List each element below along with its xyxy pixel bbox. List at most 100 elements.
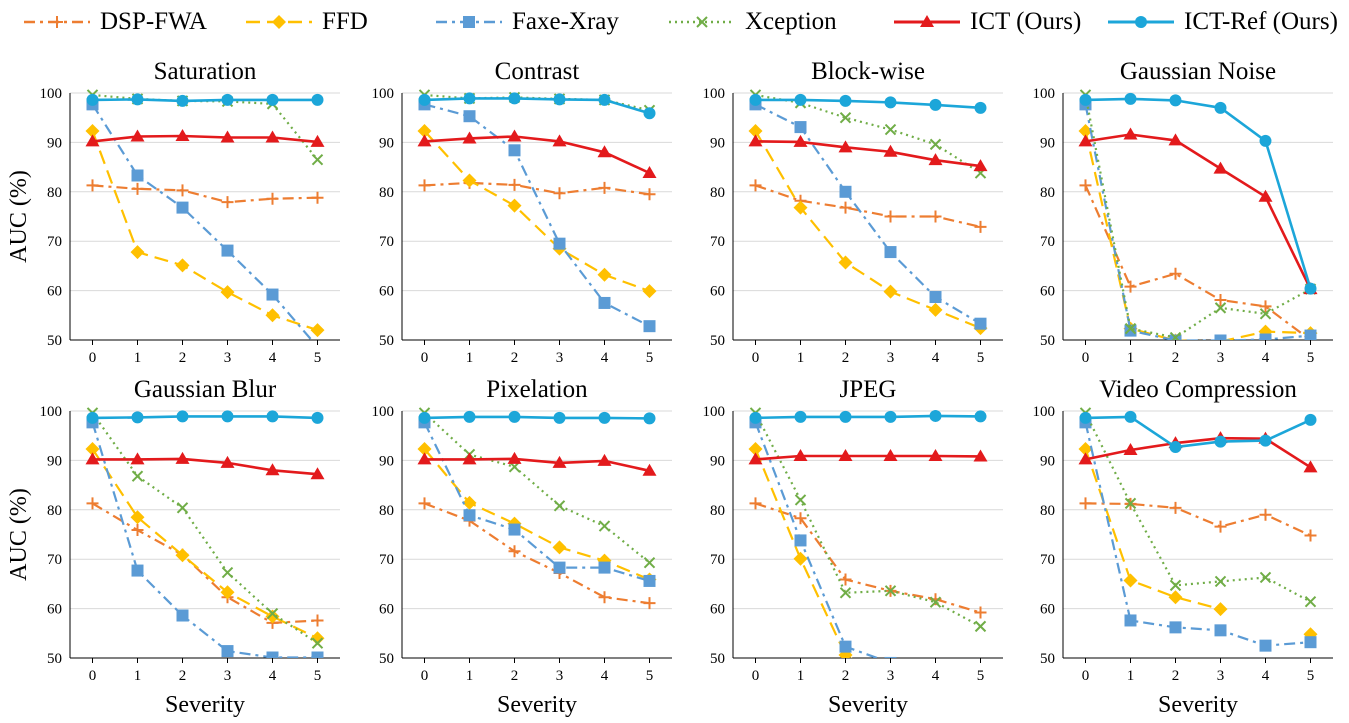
- data-point-faxe: [974, 317, 987, 330]
- data-point-ict: [462, 452, 477, 465]
- data-point-xcep: [1124, 497, 1137, 510]
- y-tick-label: 80: [379, 503, 394, 519]
- x-tick-label: 2: [179, 668, 187, 684]
- series-line-ictref: [755, 414, 981, 420]
- y-tick-label: 60: [1040, 602, 1055, 618]
- x-tick-label: 2: [842, 668, 850, 684]
- series-line-faxe: [91, 422, 318, 658]
- data-point-ictref: [749, 411, 762, 424]
- data-point-ictref: [1304, 413, 1317, 426]
- data-point-ictref: [86, 411, 99, 424]
- data-point-ict: [973, 449, 988, 462]
- data-point-ictref: [131, 411, 144, 424]
- y-tick-label: 100: [703, 86, 726, 102]
- data-point-ict: [748, 452, 763, 465]
- x-tick-label: 2: [511, 668, 519, 684]
- data-point-ict: [85, 452, 100, 465]
- data-point-ffd: [1213, 602, 1228, 617]
- data-point-ffd: [417, 442, 432, 457]
- data-point-ict: [1123, 443, 1138, 456]
- data-point-faxe: [1214, 624, 1227, 637]
- series-line-dsp: [755, 502, 981, 614]
- data-point-faxe: [1304, 636, 1317, 649]
- series-line-dsp: [424, 502, 650, 605]
- x-tick-label: 1: [1127, 668, 1135, 684]
- x-tick-label: 1: [466, 350, 474, 366]
- series-group: [417, 407, 657, 610]
- data-point-faxe: [1259, 639, 1272, 652]
- panel-1: 50 60 70 80 90 100 0 1 2 3 4 5 Saturation AUC (%): [6, 58, 340, 366]
- data-point-faxe: [598, 561, 611, 574]
- x-tick-label: 5: [646, 350, 654, 366]
- x-tick-label: 3: [887, 350, 895, 366]
- data-point-ict: [85, 134, 100, 147]
- legend-marker-ffd: [272, 15, 286, 29]
- panel-title: Gaussian Blur: [134, 376, 277, 403]
- data-point-faxe: [1169, 621, 1182, 634]
- data-point-ffd: [220, 585, 235, 600]
- data-point-xcep: [839, 111, 852, 124]
- data-point-ffd: [928, 302, 943, 317]
- panel-8: 50 60 70 80 90 100 0 1 2 3 4 5 Video Compression Seve…: [1033, 376, 1333, 718]
- y-tick-label: 90: [1040, 453, 1055, 469]
- data-point-dsp: [1079, 497, 1092, 510]
- y-tick-label: 50: [379, 333, 394, 349]
- panel-3: 50 60 70 80 90 100 0 1 2 3 4 5 Block-wise: [703, 58, 1003, 366]
- data-point-ict: [748, 134, 763, 147]
- data-point-ict: [1078, 452, 1093, 465]
- data-point-ictref: [1259, 134, 1272, 147]
- series-line-ict: [424, 457, 650, 473]
- data-point-ffd: [310, 323, 325, 338]
- y-tick-label: 80: [1040, 185, 1055, 201]
- x-tick-label: 0: [421, 668, 429, 684]
- series-line-ictref: [92, 98, 318, 103]
- data-point-ict: [507, 451, 522, 464]
- data-point-dsp: [839, 573, 852, 586]
- data-point-ffd: [130, 245, 145, 260]
- series-line-ffd: [91, 130, 318, 332]
- data-point-faxe: [1259, 333, 1272, 340]
- data-point-ict: [552, 455, 567, 468]
- y-tick-label: 100: [372, 86, 395, 102]
- data-point-ict: [838, 140, 853, 153]
- legend-swatch-dsp: [24, 16, 90, 28]
- legend-label-ictref: ICT-Ref (Ours): [1184, 8, 1338, 35]
- data-point-ictref: [86, 93, 99, 106]
- data-point-dsp: [598, 591, 611, 604]
- y-tick-label: 60: [710, 602, 725, 618]
- data-point-faxe: [929, 291, 942, 304]
- data-point-ict: [883, 448, 898, 461]
- y-tick-label: 50: [1040, 651, 1055, 667]
- legend-marker-faxe: [463, 16, 475, 28]
- data-point-faxe: [131, 564, 144, 577]
- data-point-ffd: [507, 198, 522, 213]
- y-tick-label: 90: [710, 135, 725, 151]
- data-point-ictref: [553, 93, 566, 106]
- x-tick-label: 2: [511, 350, 519, 366]
- data-point-ictref: [839, 94, 852, 107]
- data-point-ictref: [1124, 92, 1137, 105]
- data-point-ictref: [598, 93, 611, 106]
- y-tick-label: 80: [379, 185, 394, 201]
- series-line-xcep: [1084, 412, 1312, 603]
- data-point-ictref: [643, 412, 656, 425]
- x-axis-label: Severity: [165, 692, 245, 718]
- x-tick-label: 0: [89, 350, 97, 366]
- x-tick-label: 5: [646, 668, 654, 684]
- data-point-faxe: [839, 640, 852, 653]
- series-line-xcep: [92, 93, 319, 161]
- data-point-ictref: [508, 410, 521, 423]
- x-tick-label: 5: [314, 668, 322, 684]
- legend-marker-dsp: [51, 16, 63, 28]
- data-point-ffd: [220, 285, 235, 300]
- data-point-xcep: [1259, 571, 1272, 584]
- y-tick-label: 80: [47, 185, 62, 201]
- data-point-ict: [417, 134, 432, 147]
- data-point-ict: [220, 130, 235, 143]
- series-line-ict: [755, 140, 981, 168]
- x-tick-label: 2: [1172, 668, 1180, 684]
- x-tick-label: 2: [1172, 350, 1180, 366]
- series-line-ffd: [1084, 130, 1311, 340]
- y-tick-label: 60: [710, 284, 725, 300]
- data-point-ict: [838, 448, 853, 461]
